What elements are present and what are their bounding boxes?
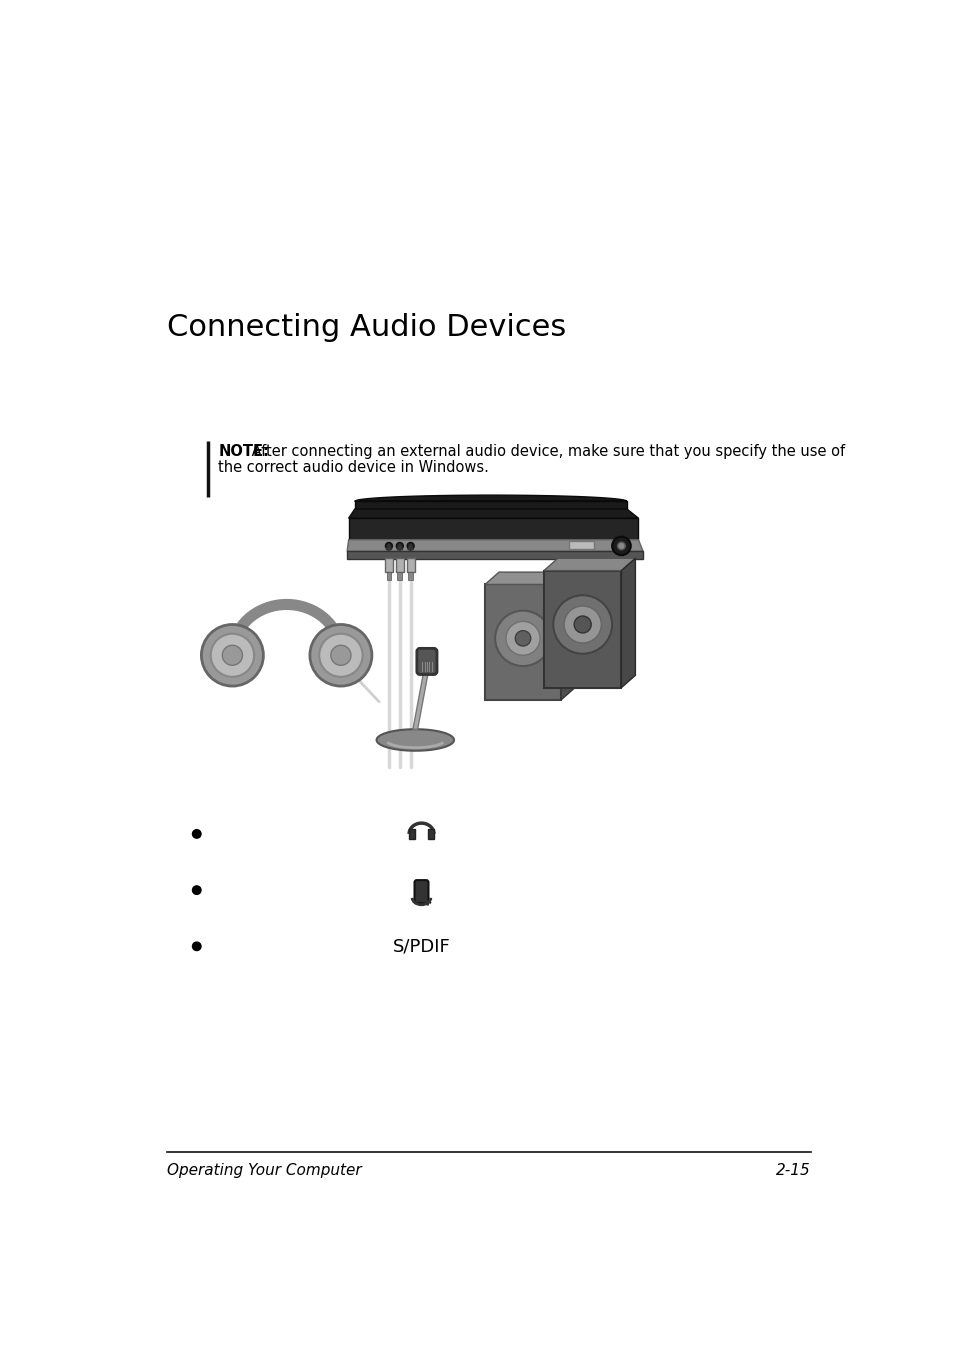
Circle shape — [193, 886, 201, 895]
Polygon shape — [355, 496, 626, 501]
Bar — [406, 558, 415, 573]
Bar — [409, 829, 415, 839]
Circle shape — [222, 646, 242, 665]
Circle shape — [211, 634, 253, 677]
Bar — [484, 585, 560, 700]
Text: NOTE:: NOTE: — [218, 444, 269, 459]
Polygon shape — [348, 509, 638, 519]
Circle shape — [331, 646, 351, 665]
Polygon shape — [347, 551, 642, 559]
Polygon shape — [543, 558, 635, 570]
Polygon shape — [376, 730, 454, 750]
Bar — [543, 570, 620, 688]
Circle shape — [319, 634, 362, 677]
Bar — [428, 829, 434, 839]
Bar — [568, 540, 593, 548]
Circle shape — [385, 543, 392, 550]
FancyBboxPatch shape — [416, 649, 436, 674]
Circle shape — [193, 830, 201, 838]
Polygon shape — [620, 558, 635, 688]
Text: S/PDIF: S/PDIF — [393, 937, 450, 956]
FancyBboxPatch shape — [415, 880, 428, 903]
Bar — [386, 573, 391, 580]
Circle shape — [193, 942, 201, 951]
Polygon shape — [560, 573, 575, 700]
Circle shape — [310, 624, 372, 686]
Polygon shape — [347, 540, 642, 551]
Text: 2-15: 2-15 — [775, 1163, 810, 1178]
Bar — [397, 573, 402, 580]
Text: Operating Your Computer: Operating Your Computer — [167, 1163, 361, 1178]
Text: the correct audio device in Windows.: the correct audio device in Windows. — [218, 460, 489, 475]
Text: Connecting Audio Devices: Connecting Audio Devices — [167, 313, 566, 341]
Bar — [385, 558, 393, 573]
Circle shape — [574, 616, 591, 632]
Circle shape — [612, 536, 630, 555]
Circle shape — [407, 543, 414, 550]
Circle shape — [553, 596, 612, 654]
Polygon shape — [484, 573, 575, 585]
Polygon shape — [348, 519, 638, 540]
Bar — [395, 558, 403, 573]
Text: After connecting an external audio device, make sure that you specify the use of: After connecting an external audio devic… — [247, 444, 844, 459]
Circle shape — [617, 542, 624, 550]
Bar — [408, 573, 413, 580]
Circle shape — [505, 621, 539, 655]
Circle shape — [563, 607, 600, 643]
Circle shape — [495, 611, 550, 666]
Polygon shape — [355, 501, 626, 509]
Circle shape — [515, 631, 530, 646]
Polygon shape — [413, 666, 429, 730]
Circle shape — [395, 543, 403, 550]
Circle shape — [201, 624, 263, 686]
